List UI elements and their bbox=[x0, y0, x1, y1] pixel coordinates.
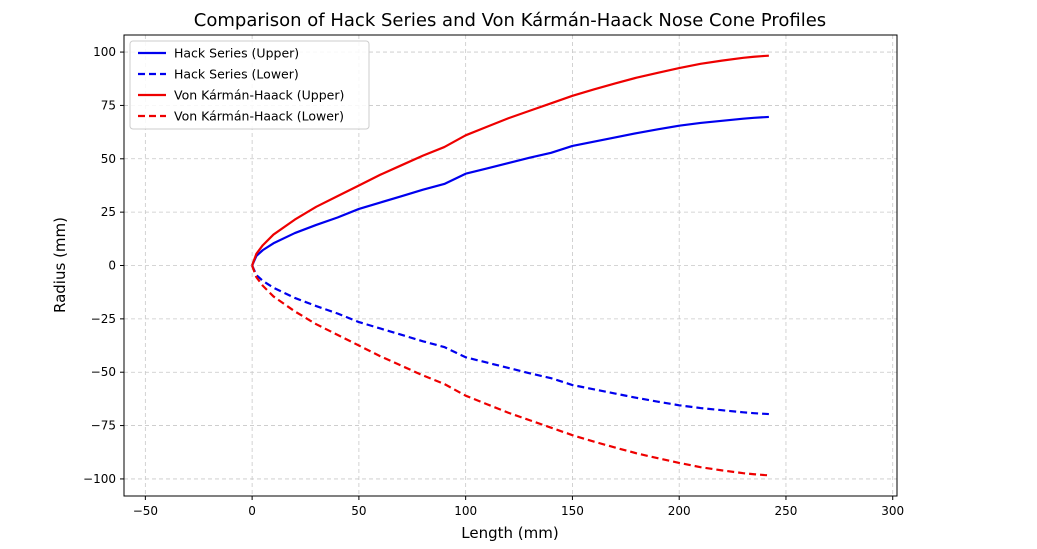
x-tick-label: 100 bbox=[454, 504, 477, 518]
x-axis-label: Length (mm) bbox=[461, 524, 558, 542]
y-tick-label: 50 bbox=[101, 152, 116, 166]
legend: Hack Series (Upper) Hack Series (Lower) Vo… bbox=[129, 40, 370, 130]
series-line-1 bbox=[251, 265, 769, 416]
legend-label-2: Von Kármán-Haack (Upper) bbox=[174, 88, 344, 103]
x-tick-label: 250 bbox=[775, 504, 798, 518]
y-tick-label: 25 bbox=[101, 205, 116, 219]
x-tick-label: −50 bbox=[133, 504, 158, 518]
y-tick-label: −100 bbox=[83, 472, 116, 486]
legend-box bbox=[129, 40, 370, 130]
y-axis-label: Radius (mm) bbox=[51, 217, 69, 313]
y-tick-label: 100 bbox=[93, 45, 116, 59]
series-line-0 bbox=[251, 115, 769, 266]
legend-label-3: Von Kármán-Haack (Lower) bbox=[174, 109, 344, 124]
y-tick-label: −75 bbox=[91, 419, 116, 433]
x-tick-label: 50 bbox=[351, 504, 366, 518]
chart-title: Comparison of Hack Series and Von Kármán… bbox=[194, 10, 826, 31]
y-tick-label: 0 bbox=[108, 259, 116, 273]
legend-label-1: Hack Series (Lower) bbox=[174, 67, 299, 82]
x-tick-label: 0 bbox=[248, 504, 256, 518]
y-tick-label: −25 bbox=[91, 312, 116, 326]
x-tick-label: 200 bbox=[668, 504, 691, 518]
x-tick-label: 300 bbox=[881, 504, 904, 518]
series-layer bbox=[251, 54, 769, 477]
series-line-2 bbox=[251, 54, 769, 266]
y-tick-label: −50 bbox=[91, 365, 116, 379]
x-tick-label: 150 bbox=[561, 504, 584, 518]
legend-label-0: Hack Series (Upper) bbox=[174, 46, 299, 61]
tick-layer: −50 0 50 100 150 200 250 300 −100 −75 −50 −25 0 25 50 7… bbox=[83, 45, 904, 518]
y-tick-label: 75 bbox=[101, 98, 116, 112]
series-line-3 bbox=[251, 265, 769, 477]
